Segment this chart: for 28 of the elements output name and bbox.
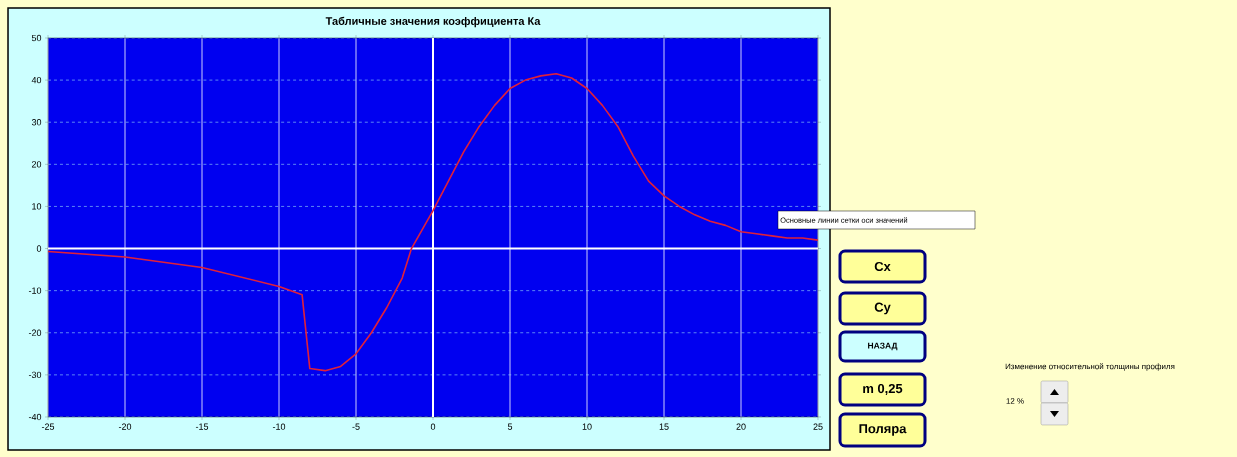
x-tick-label: -15 <box>195 423 209 430</box>
text: m 0,25 <box>863 383 903 395</box>
y-tick-label: -30 <box>28 371 42 379</box>
y-tick-label: 20 <box>31 161 42 168</box>
y-tick-label: 10 <box>32 203 42 210</box>
y-tick-label: 50 <box>31 34 42 42</box>
y-tick-label: -20 <box>28 329 42 336</box>
x-tick-label: 20 <box>736 423 746 430</box>
x-tick-label: 10 <box>582 423 592 430</box>
x-tick-label: -20 <box>118 423 132 430</box>
x-tick-label: -25 <box>41 423 55 430</box>
y-tick-label: 30 <box>31 119 42 126</box>
y-tick-label: -10 <box>28 287 42 294</box>
x-tick-label: 25 <box>813 423 823 430</box>
text: Поляра <box>859 424 907 436</box>
x-tick-label: 5 <box>507 423 513 430</box>
text: НАЗАД <box>868 342 898 351</box>
y-tick-label: -40 <box>28 413 42 421</box>
x-tick-label: 0 <box>430 423 436 430</box>
y-tick-label: 40 <box>31 76 42 84</box>
chart-title: Табличные значения коэффициента Ка <box>325 16 541 28</box>
line-series <box>48 72 819 372</box>
text: Cx <box>874 261 891 272</box>
y-tick-label: 0 <box>36 245 42 252</box>
text: Cy <box>874 302 891 315</box>
x-tick-label: -5 <box>352 423 360 430</box>
x-tick-label: -10 <box>272 423 286 430</box>
x-tick-label: 15 <box>659 423 669 430</box>
